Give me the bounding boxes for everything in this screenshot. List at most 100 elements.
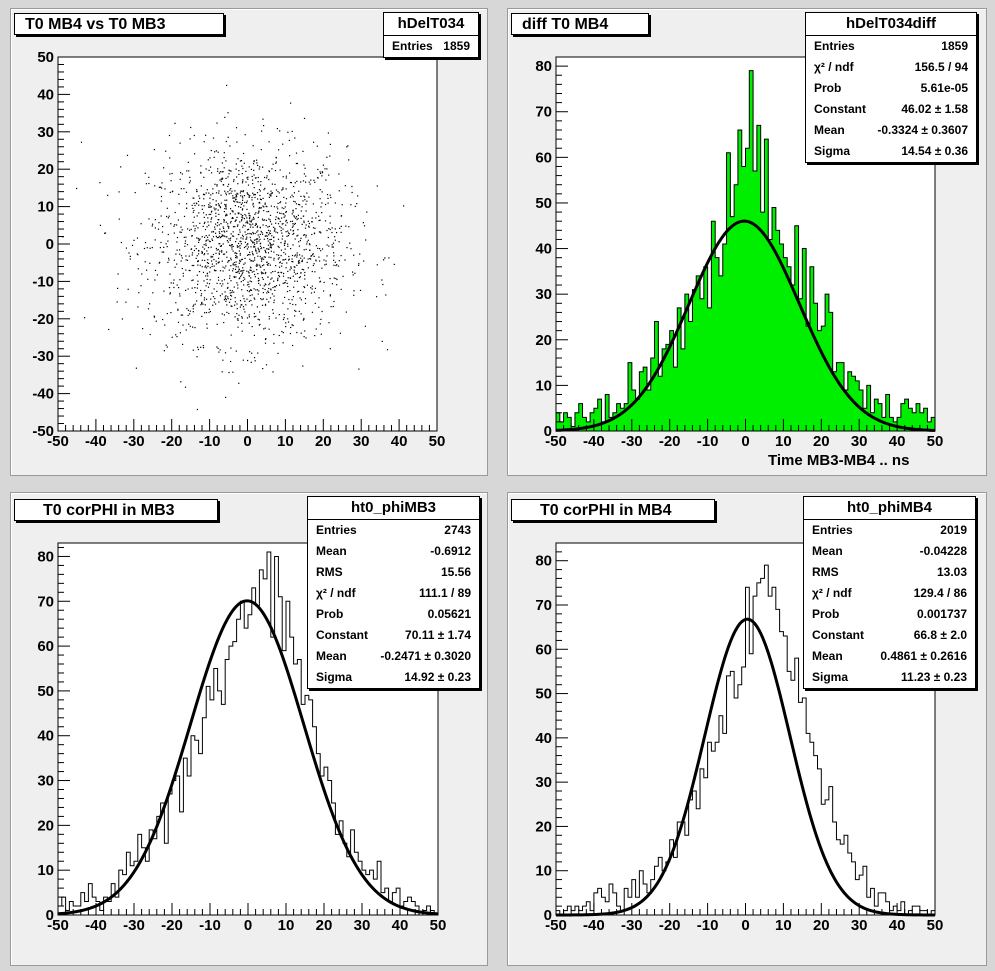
scatter-point xyxy=(326,168,328,170)
scatter-point xyxy=(241,316,243,318)
stats-value: 46.02 ± 1.58 xyxy=(901,102,968,116)
scatter-point xyxy=(268,318,270,320)
scatter-point xyxy=(273,206,275,208)
scatter-point xyxy=(313,263,315,265)
scatter-point xyxy=(180,231,182,233)
scatter-point xyxy=(321,310,323,313)
scatter-point xyxy=(195,248,197,250)
scatter-point xyxy=(228,238,230,240)
scatter-point xyxy=(233,286,235,288)
scatter-point xyxy=(221,250,223,252)
scatter-point xyxy=(303,234,305,236)
scatter-point xyxy=(300,257,302,259)
scatter-point xyxy=(216,184,218,186)
scatter-point xyxy=(270,278,272,280)
stats-row: Prob 5.61e-05 xyxy=(806,78,976,99)
scatter-point xyxy=(294,137,296,139)
scatter-point xyxy=(144,172,146,174)
scatter-point xyxy=(219,245,222,247)
scatter-point xyxy=(279,225,281,228)
scatter-point xyxy=(118,218,120,220)
scatter-point xyxy=(326,255,328,257)
histogram-bar xyxy=(654,321,659,431)
scatter-point xyxy=(190,126,192,129)
histogram-bar xyxy=(677,307,682,431)
scatter-point xyxy=(246,221,248,223)
stats-box: hDelT034 Entries 1859 xyxy=(383,12,479,58)
histogram-bar xyxy=(927,421,932,431)
scatter-point xyxy=(273,240,275,242)
scatter-point xyxy=(290,266,292,268)
scatter-point xyxy=(211,172,213,174)
scatter-point xyxy=(147,278,149,280)
scatter-point xyxy=(205,192,207,194)
histogram-bar xyxy=(787,266,792,431)
scatter-point xyxy=(326,194,329,196)
scatter-point xyxy=(222,243,224,245)
scatter-point xyxy=(314,287,316,289)
scatter-point xyxy=(345,225,347,227)
scatter-point xyxy=(339,227,341,229)
scatter-point xyxy=(287,131,289,133)
histogram-bar xyxy=(745,148,750,431)
scatter-point xyxy=(232,226,235,228)
scatter-point xyxy=(194,327,196,329)
scatter-point xyxy=(264,272,266,275)
scatter-point xyxy=(298,245,300,247)
scatter-point xyxy=(273,301,275,304)
scatter-point xyxy=(104,232,106,234)
scatter-point xyxy=(257,238,259,240)
scatter-point xyxy=(296,252,298,254)
scatter-point xyxy=(234,297,236,299)
scatter-point xyxy=(259,238,261,240)
scatter-point xyxy=(218,351,220,353)
scatter-point xyxy=(227,298,229,300)
scatter-point xyxy=(233,197,235,199)
scatter-point xyxy=(269,195,271,197)
histogram-bar xyxy=(847,371,853,431)
scatter-point xyxy=(320,333,322,335)
scatter-point xyxy=(229,222,232,224)
scatter-point xyxy=(183,236,185,238)
scatter-point xyxy=(208,311,210,314)
y-tick-label: 40 xyxy=(37,728,54,745)
scatter-point xyxy=(238,314,240,316)
scatter-point xyxy=(283,216,285,218)
scatter-point xyxy=(194,287,196,289)
histogram-bar xyxy=(718,275,724,431)
histogram-bar xyxy=(794,225,799,431)
scatter-point xyxy=(142,328,144,330)
scatter-point xyxy=(275,317,277,319)
scatter-point xyxy=(223,253,226,255)
scatter-point xyxy=(270,246,272,248)
scatter-point xyxy=(208,213,210,216)
scatter-point xyxy=(221,371,223,373)
histogram-bar xyxy=(692,289,697,431)
scatter-point xyxy=(149,333,151,336)
scatter-point xyxy=(274,286,276,288)
histogram-outline xyxy=(555,70,936,431)
scatter-point xyxy=(225,265,227,267)
scatter-point xyxy=(266,235,268,237)
scatter-point xyxy=(256,226,258,228)
scatter-point xyxy=(210,221,212,223)
stats-label: Entries xyxy=(316,523,357,537)
stats-label: Prob xyxy=(316,607,344,621)
scatter-point xyxy=(239,254,241,256)
scatter-point xyxy=(223,218,225,221)
scatter-point xyxy=(329,348,331,350)
scatter-point xyxy=(235,252,237,254)
scatter-point xyxy=(278,334,280,337)
scatter-point xyxy=(128,252,130,254)
scatter-point xyxy=(206,189,208,191)
scatter-point xyxy=(137,306,139,308)
scatter-point xyxy=(267,248,269,250)
scatter-point xyxy=(229,277,231,279)
scatter-point xyxy=(250,281,253,283)
scatter-point xyxy=(263,189,265,191)
scatter-point xyxy=(167,261,169,263)
scatter-point xyxy=(261,277,263,279)
scatter-point xyxy=(295,162,297,165)
scatter-point xyxy=(203,141,205,143)
scatter-point xyxy=(292,344,294,347)
